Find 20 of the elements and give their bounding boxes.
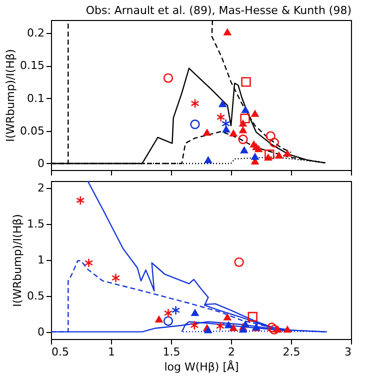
y-tick-label: 1 [38,254,44,266]
x-tick-label: 0.5 [52,346,69,358]
y-tick-label: 0.5 [27,289,44,302]
y-tick-label: 1.5 [27,218,44,231]
y-axis-title: I(WRbump)/I(Hβ) [4,49,18,142]
y-tick-label: 0.05 [20,124,44,138]
y-tick-label: 0.1 [27,92,44,105]
x-tick-label: 1.5 [162,346,180,358]
x-axis-title: log W(Hβ) [Å] [164,360,239,374]
x-tick-label: 2 [228,346,235,358]
y-tick-label: 0 [38,325,44,338]
y-tick-label: 0.15 [20,59,44,72]
y-tick-label: 2 [38,182,44,195]
chart-title: Obs: Arnault et al. (89), Mas-Hesse & Kunth (98) [86,4,352,17]
y-tick-label: 0 [38,156,44,170]
x-tick-label: 3 [344,346,352,358]
y-tick-label: 0.2 [27,26,44,40]
x-tick-label: 2.5 [282,346,300,358]
x-tick-label: 1 [108,346,115,358]
y-axis-title: I(WRbump)/I(Hβ) [11,214,24,307]
